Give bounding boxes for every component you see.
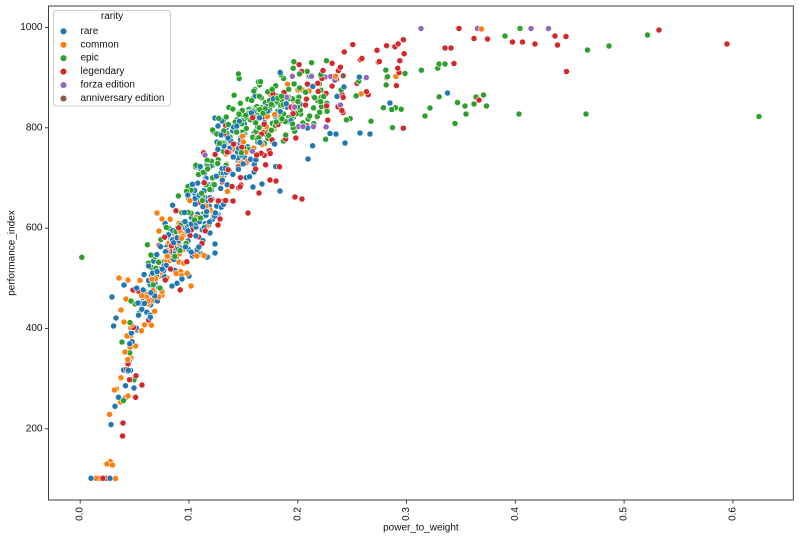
svg-text:0.6: 0.6 xyxy=(727,507,738,521)
svg-text:epic: epic xyxy=(81,53,99,64)
svg-text:0.5: 0.5 xyxy=(619,507,630,521)
svg-text:0.4: 0.4 xyxy=(510,507,521,521)
svg-text:anniversary edition: anniversary edition xyxy=(81,93,165,104)
svg-text:800: 800 xyxy=(26,122,43,133)
svg-text:rarity: rarity xyxy=(101,11,123,22)
svg-text:600: 600 xyxy=(26,223,43,234)
svg-text:power_to_weight: power_to_weight xyxy=(383,523,459,534)
svg-text:0.3: 0.3 xyxy=(401,507,412,521)
svg-text:0.1: 0.1 xyxy=(184,507,195,521)
svg-text:common: common xyxy=(81,39,119,50)
svg-text:0.2: 0.2 xyxy=(292,507,303,521)
svg-text:performance_index: performance_index xyxy=(7,210,18,296)
svg-text:forza edition: forza edition xyxy=(81,80,135,91)
svg-text:1000: 1000 xyxy=(20,22,43,33)
svg-text:200: 200 xyxy=(26,423,43,434)
svg-text:rare: rare xyxy=(81,26,99,37)
svg-text:400: 400 xyxy=(26,323,43,334)
svg-text:legendary: legendary xyxy=(81,66,125,77)
svg-text:0.0: 0.0 xyxy=(75,507,86,521)
